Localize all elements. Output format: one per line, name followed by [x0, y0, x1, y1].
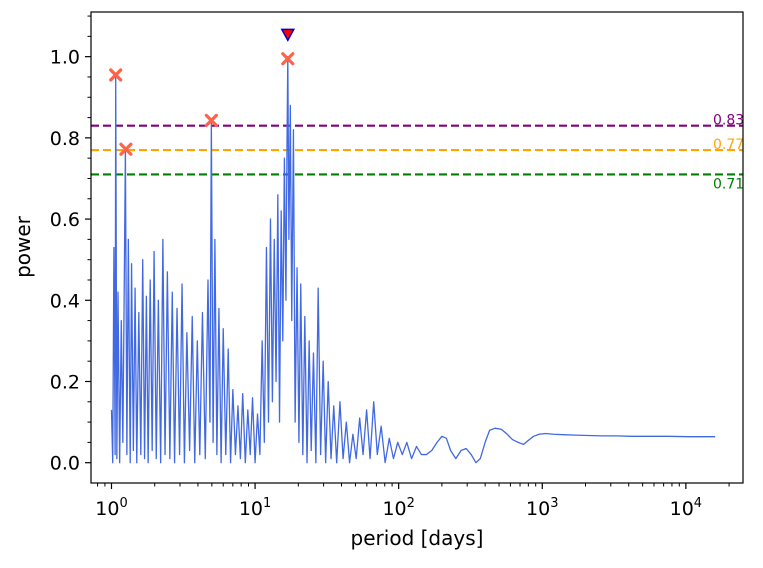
peak-markers — [109, 28, 296, 156]
y-tick-label: 0.2 — [50, 371, 80, 393]
threshold-label: 0.77 — [713, 137, 744, 153]
peak-marker — [281, 52, 295, 66]
peak-marker — [204, 113, 218, 128]
y-tick-label: 0.8 — [50, 128, 80, 150]
y-axis: 0.0 0.2 0.4 0.6 0.8 1.0 — [50, 15, 91, 475]
x-tick-label: 104 — [670, 496, 702, 520]
x-tick-label: 101 — [239, 496, 271, 520]
plot-frame — [90, 11, 744, 484]
x-tick-label: 100 — [95, 496, 127, 520]
y-tick-label: 0.0 — [50, 453, 80, 475]
peak-marker-stroke — [204, 113, 218, 128]
peak-marker-stroke — [119, 142, 133, 156]
y-tick-label: 1.0 — [50, 47, 80, 69]
plot-background — [91, 12, 743, 483]
x-tick-label: 103 — [526, 496, 558, 520]
y-tick-label: 0.6 — [50, 209, 80, 231]
y-tick-label: 0.4 — [50, 290, 80, 312]
peak-marker-stroke — [109, 68, 123, 82]
threshold-label: 0.83 — [713, 113, 744, 129]
peak-marker — [119, 142, 133, 156]
series-layer — [110, 56, 716, 464]
x-tick-label: 102 — [382, 496, 414, 520]
best-period-marker — [280, 28, 296, 42]
x-axis: 100 101 102 103 104 — [95, 483, 730, 520]
peak-marker-stroke — [281, 52, 295, 66]
x-axis-label: period [days] — [351, 526, 484, 550]
y-axis-label: power — [11, 215, 35, 278]
series-line — [110, 56, 716, 464]
threshold-label: 0.71 — [713, 176, 744, 192]
threshold-lines: 0.83 0.77 0.71 — [91, 113, 744, 192]
peak-marker — [109, 68, 123, 82]
